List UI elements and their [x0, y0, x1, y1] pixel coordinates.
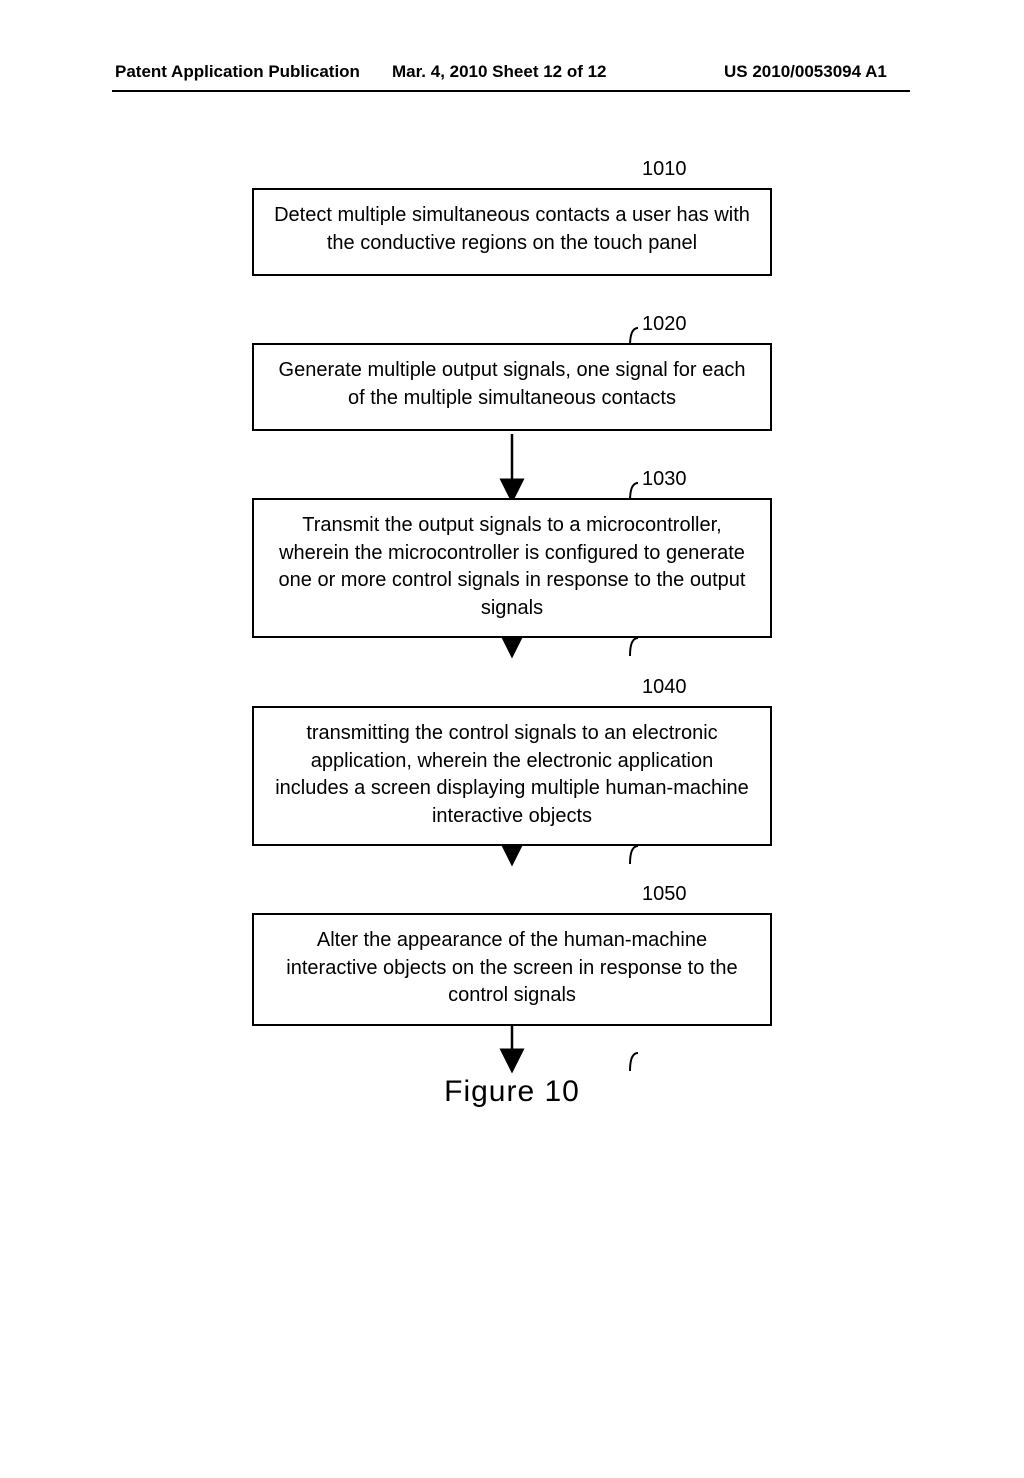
flow-step-1020: Generate multiple output signals, one si… — [252, 343, 772, 431]
header-publication: Patent Application Publication — [115, 62, 360, 82]
flow-step-1050: Alter the appearance of the human-machin… — [252, 913, 772, 1026]
header-date-sheet: Mar. 4, 2010 Sheet 12 of 12 — [392, 62, 607, 82]
flow-step-1040: transmitting the control signals to an e… — [252, 706, 772, 846]
page: Patent Application Publication Mar. 4, 2… — [0, 0, 1024, 1320]
ref-label-1030: 1030 — [642, 468, 687, 491]
figure-caption: Figure 10 — [0, 1075, 1024, 1109]
ref-label-1010: 1010 — [642, 158, 687, 181]
ref-label-1020: 1020 — [642, 313, 687, 336]
flow-step-1030: Transmit the output signals to a microco… — [252, 498, 772, 638]
ref-label-1040: 1040 — [642, 676, 687, 699]
header-pub-number: US 2010/0053094 A1 — [724, 62, 887, 82]
ref-hook-1050 — [630, 1053, 638, 1071]
header-rule — [112, 90, 910, 92]
ref-hook-1030 — [630, 638, 638, 656]
ref-label-1050: 1050 — [642, 883, 687, 906]
ref-hook-1040 — [630, 846, 638, 864]
flow-step-1010: Detect multiple simultaneous contacts a … — [252, 188, 772, 276]
